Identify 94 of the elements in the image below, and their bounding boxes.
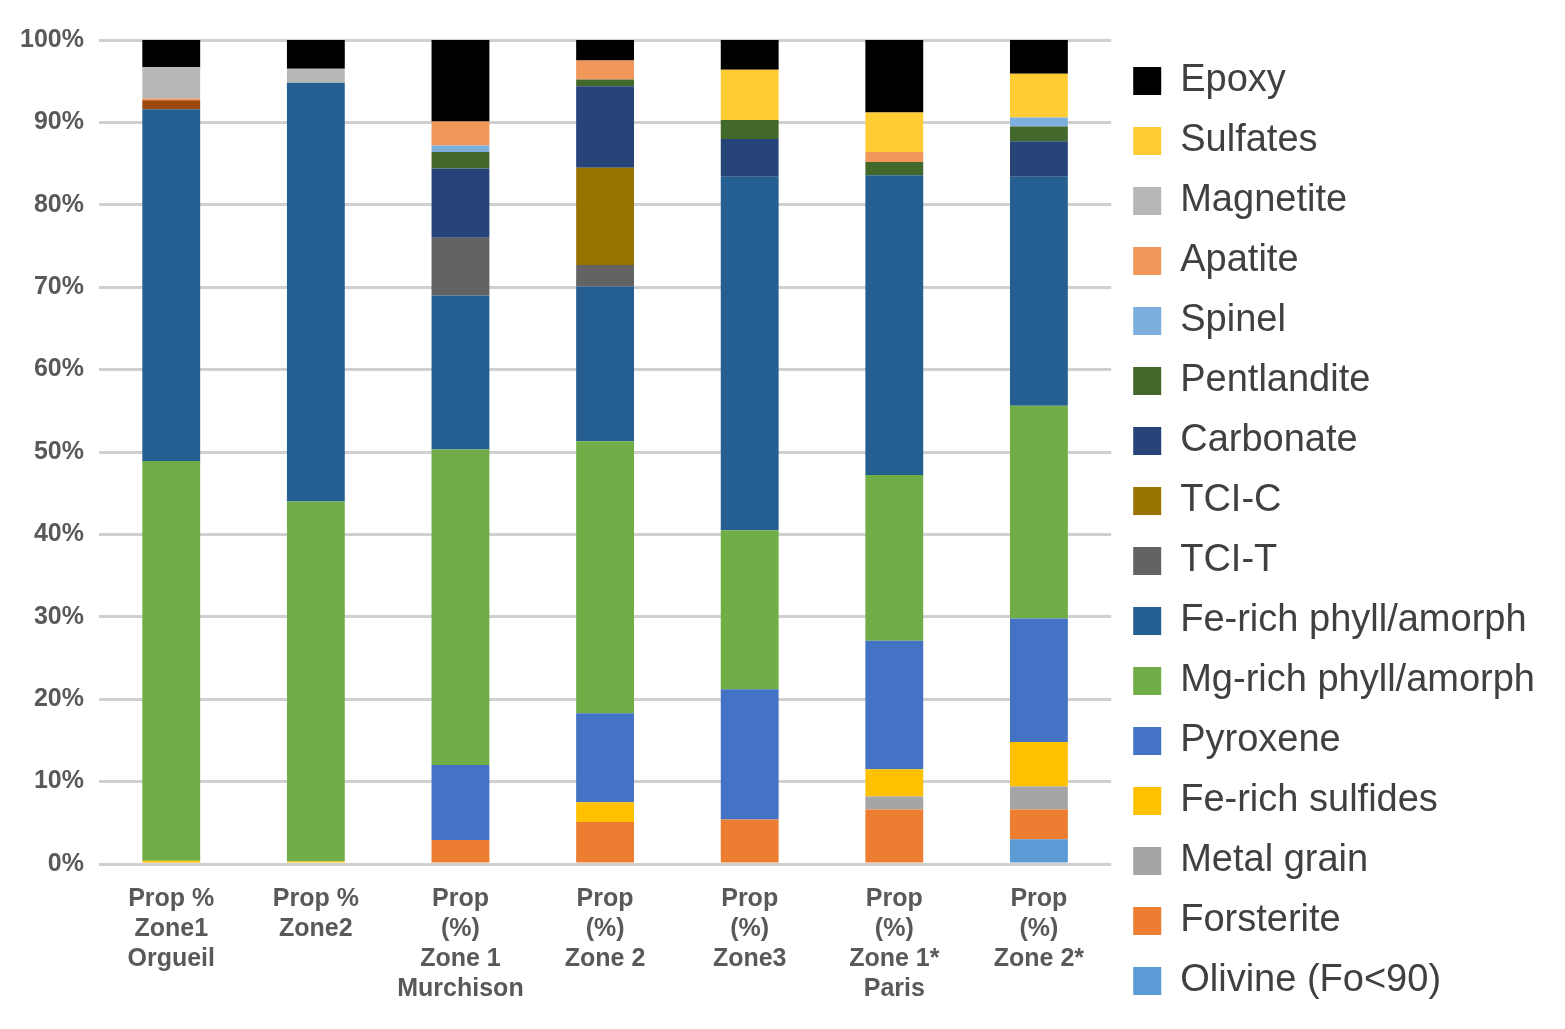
legend-label: Magnetite — [1180, 177, 1348, 220]
bar — [576, 821, 634, 863]
bar — [1009, 117, 1068, 127]
bar — [576, 167, 634, 265]
legend-label: TCI-C — [1180, 477, 1282, 520]
bar — [576, 286, 634, 442]
x-tick-label: Prop (%) Zone3 — [712, 882, 787, 971]
bar — [720, 119, 779, 139]
bar — [431, 152, 490, 169]
bar — [720, 176, 779, 531]
bar — [1009, 809, 1068, 840]
legend-label: Forsterite — [1180, 897, 1341, 940]
bar — [1009, 141, 1068, 177]
bar — [142, 67, 201, 99]
bar — [720, 40, 779, 70]
bar — [1009, 618, 1068, 743]
bar — [431, 40, 490, 122]
bar — [142, 461, 201, 861]
bar — [431, 145, 490, 153]
bar — [431, 121, 490, 146]
bar — [576, 264, 634, 287]
bar — [720, 138, 779, 177]
bar — [1009, 40, 1068, 74]
legend-label: Pentlandite — [1180, 357, 1371, 400]
x-tick-label: Prop (%) Zone 1 Murchison — [397, 882, 524, 1001]
bar — [865, 809, 924, 863]
legend-label: Sulfates — [1180, 117, 1318, 160]
bar — [1009, 73, 1068, 118]
bar — [865, 112, 924, 153]
bar — [1009, 176, 1068, 406]
bar — [720, 689, 779, 820]
bar — [286, 82, 345, 502]
bar — [431, 295, 490, 450]
bar — [431, 237, 490, 296]
bar — [720, 819, 779, 863]
y-tick-label: 10% — [33, 765, 84, 794]
legend-label: Epoxy — [1180, 57, 1286, 100]
y-tick-label: 0% — [47, 847, 84, 876]
bar — [576, 713, 634, 803]
y-tick-label: 20% — [33, 683, 84, 712]
y-tick-label: 70% — [33, 271, 84, 300]
y-tick-label: 90% — [33, 106, 84, 135]
x-tick-label: Prop (%) Zone 2 — [564, 882, 646, 971]
y-tick-label: 30% — [33, 600, 84, 629]
legend-label: Fe-rich phyll/amorph — [1180, 597, 1527, 640]
legend-label: Carbonate — [1180, 417, 1358, 460]
y-tick-label: 50% — [33, 435, 84, 464]
bar — [576, 86, 634, 168]
legend-label: Olivine (Fo<90) — [1180, 957, 1442, 1000]
bar — [286, 68, 345, 83]
legend-label: Fe-rich sulfides — [1180, 777, 1438, 820]
bar — [865, 769, 924, 797]
legend-label: Apatite — [1180, 237, 1299, 280]
legend-label: TCI-T — [1180, 537, 1278, 580]
legend-label: Mg-rich phyll/amorph — [1180, 657, 1536, 700]
bar — [865, 640, 924, 770]
x-tick-label: Prop (%) Zone 1* Paris — [849, 882, 940, 1001]
bar — [142, 109, 201, 462]
bar — [865, 161, 924, 176]
bar — [286, 501, 345, 862]
bar — [576, 79, 634, 87]
bar — [1009, 786, 1068, 810]
bar — [142, 40, 201, 68]
bar — [720, 69, 779, 120]
x-tick-label: Prop % Zone2 — [272, 882, 359, 941]
y-tick-label: 60% — [33, 353, 84, 382]
bar — [1009, 126, 1068, 142]
y-tick-label: 40% — [33, 518, 84, 547]
bar — [1009, 405, 1068, 619]
bar — [431, 168, 490, 238]
bar — [431, 840, 490, 863]
legend-label: Metal grain — [1180, 837, 1369, 880]
bar — [431, 765, 490, 841]
bar — [865, 152, 924, 162]
bar — [865, 40, 924, 113]
x-tick-label: Prop % Zone1 Orgueil — [127, 882, 215, 971]
bar — [576, 40, 634, 61]
bar — [720, 530, 779, 690]
bar — [142, 100, 201, 110]
bar — [286, 40, 345, 69]
bar — [576, 60, 634, 80]
bar — [865, 796, 924, 810]
y-tick-label: 80% — [33, 188, 84, 217]
bar — [576, 441, 634, 714]
bar — [431, 449, 490, 766]
y-tick-label: 100% — [19, 23, 84, 52]
bar — [1009, 839, 1068, 863]
legend-label: Pyroxene — [1180, 717, 1341, 760]
x-tick-label: Prop (%) Zone 2* — [993, 882, 1085, 971]
bar — [1009, 742, 1068, 787]
bar — [865, 475, 924, 641]
legend-label: Spinel — [1180, 297, 1286, 340]
bar — [576, 802, 634, 822]
bar — [865, 175, 924, 476]
